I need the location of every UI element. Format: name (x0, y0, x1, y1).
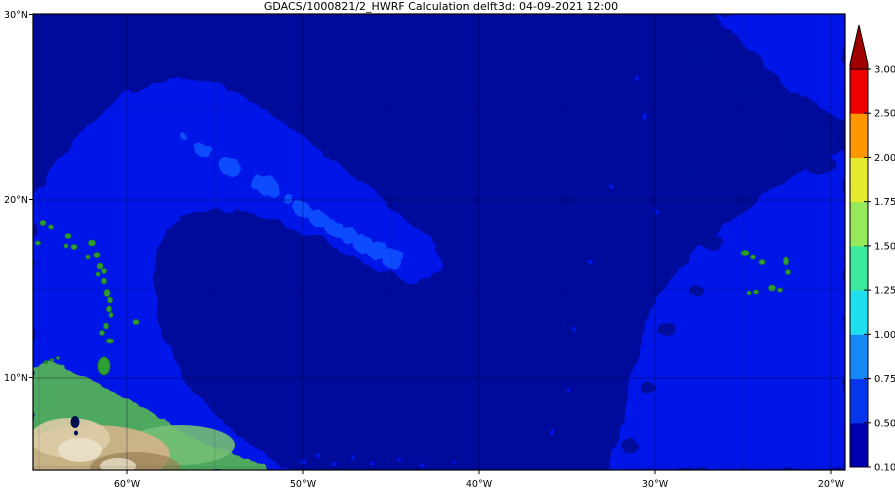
island (96, 272, 100, 276)
island (102, 269, 107, 274)
island (100, 331, 105, 336)
island (759, 260, 765, 265)
island (40, 221, 46, 226)
island (784, 257, 789, 265)
island (104, 323, 109, 329)
colorbar-tick-label: 1.00 (874, 330, 895, 341)
island (102, 278, 107, 284)
x-tick-label: 60°W (114, 479, 141, 490)
y-tick-label: 20°N (4, 195, 28, 206)
colorbar-tick-label: 0.50 (874, 418, 895, 429)
island (56, 357, 59, 360)
island (86, 255, 90, 259)
island (97, 263, 103, 269)
island (107, 339, 114, 343)
colorbar-tick-label: 3.00 (874, 65, 895, 76)
island (104, 290, 110, 297)
island (109, 313, 113, 318)
island (89, 240, 96, 246)
colorbar-tick-label: 1.25 (874, 286, 895, 297)
island (133, 320, 139, 325)
colorbar-bin (850, 157, 868, 202)
colorbar-bin (850, 379, 868, 424)
island (44, 361, 47, 364)
x-tick-label: 20°W (818, 479, 845, 490)
colorbar-bin (850, 113, 868, 158)
y-tick-label: 30°N (4, 10, 28, 21)
island (754, 290, 759, 294)
colorbar-bins (850, 69, 868, 468)
island (98, 357, 110, 375)
island (108, 297, 113, 303)
island (94, 253, 100, 258)
x-tick-label: 30°W (642, 479, 669, 490)
x-tick-label: 50°W (290, 479, 317, 490)
island (64, 244, 68, 248)
colorbar-bin (850, 69, 868, 114)
map-area (20, 14, 845, 485)
colorbar-tick-label: 2.00 (874, 153, 895, 164)
island (769, 285, 776, 291)
colorbar-bin (850, 334, 868, 379)
colorbar-tick-label: 0.75 (874, 374, 895, 385)
figure: GDACS/1000821/2_HWRF Calculation delft3d… (0, 0, 895, 494)
colorbar-tick-label: 2.50 (874, 109, 895, 120)
island (751, 255, 756, 259)
island (107, 306, 112, 312)
island (786, 270, 791, 275)
y-tick-label: 10°N (4, 373, 28, 384)
colorbar-bin (850, 246, 868, 291)
island (50, 359, 53, 362)
colorbar-bin (850, 202, 868, 247)
island (65, 234, 71, 239)
colorbar-bin (850, 290, 868, 335)
island (741, 251, 749, 256)
colorbar-tick-label: 1.50 (874, 241, 895, 252)
island (49, 225, 54, 229)
island (747, 291, 751, 295)
island (71, 245, 77, 250)
colorbar-tick-label: 1.75 (874, 197, 895, 208)
plot-title: GDACS/1000821/2_HWRF Calculation delft3d… (264, 0, 618, 13)
colorbar-bin (850, 423, 868, 468)
wave-map-figure: GDACS/1000821/2_HWRF Calculation delft3d… (0, 0, 895, 494)
colorbar-tick-label: 0.10 (874, 463, 895, 474)
island (36, 241, 41, 245)
x-tick-label: 40°W (466, 479, 493, 490)
island (778, 288, 783, 292)
